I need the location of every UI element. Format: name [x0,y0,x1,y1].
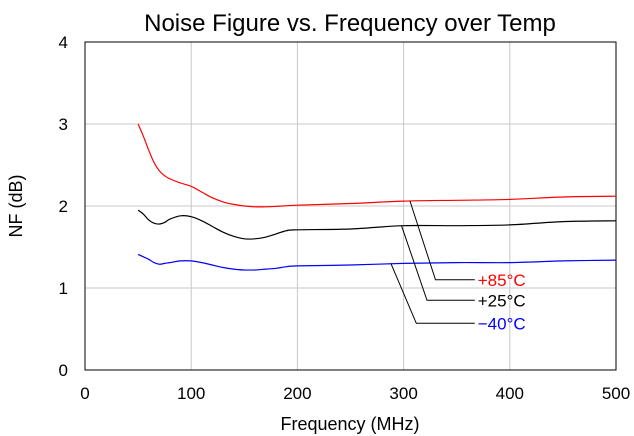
x-tick-label: 400 [496,384,524,403]
grid [85,42,616,370]
series-line [137,123,617,208]
y-tick-label: 4 [59,33,68,52]
tick-labels: 0 100 200 300 400 500 0 1 2 3 4 [59,33,631,403]
series-label: −40°C [478,314,526,333]
x-tick-label: 500 [602,384,630,403]
x-tick-label: 100 [177,384,205,403]
x-axis-label: Frequency (MHz) [280,414,419,434]
plot-area-frame [84,41,617,371]
annotation-layer: +85°C+25°C −40°C [390,200,526,333]
series-line [137,209,617,240]
x-tick-label: 300 [389,384,417,403]
series-label: +85°C [478,271,526,290]
x-tick-label: 0 [80,384,89,403]
series-label: +25°C [478,291,526,310]
y-tick-label: 1 [59,279,68,298]
y-tick-label: 3 [59,115,68,134]
annotation-leader-line [409,200,475,281]
annotation-leader-line [390,263,475,324]
annotation-leader-line [401,225,475,301]
chart-title: Noise Figure vs. Frequency over Temp [144,10,556,37]
series-layer [137,123,617,271]
y-tick-label: 0 [59,361,68,380]
y-axis-label: NF (dB) [6,175,26,238]
series-line [137,253,617,271]
y-tick-label: 2 [59,197,68,216]
x-tick-label: 200 [283,384,311,403]
